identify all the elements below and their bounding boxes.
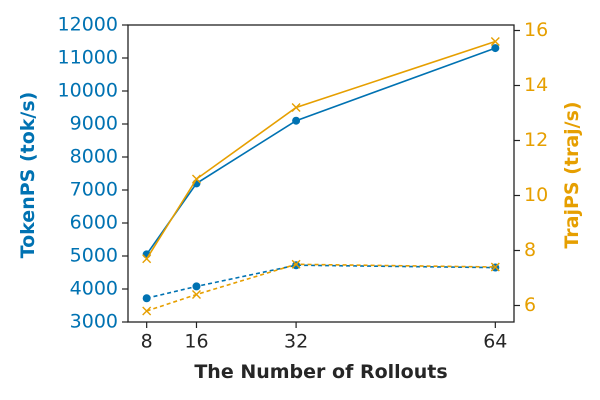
axes-layer: 3000 4000 5000 6000 7000 8000 9000 10000 11000 12… — [58, 14, 549, 353]
x-marker-icon — [291, 103, 301, 112]
y-right-tick-label: 14 — [524, 74, 548, 96]
x-tick-label: 16 — [184, 331, 208, 353]
x-tick-label: 64 — [483, 331, 507, 353]
y-left-tick-label: 4000 — [70, 278, 118, 300]
series-right-dashed-point — [490, 262, 500, 272]
plot-frame — [127, 24, 515, 323]
y-left-tick-label: 10000 — [58, 80, 118, 102]
series-left-solid-point — [491, 44, 500, 53]
y-left-tick-label: 11000 — [58, 47, 118, 69]
series-left-solid-point — [292, 116, 301, 125]
series-right-dashed-point — [191, 290, 201, 299]
series-right-dashed-point — [142, 306, 152, 316]
y-left-tick-label: 5000 — [70, 245, 118, 267]
y-right-tick-label: 10 — [524, 184, 548, 206]
x-axis-label: The Number of Rollouts — [194, 361, 447, 383]
x-marker-icon — [490, 262, 500, 272]
x-marker-icon — [142, 306, 152, 316]
y-axis-right-label: TrajPS (traj/s) — [561, 101, 583, 248]
y-axis-left-label: TokenPS (tok/s) — [17, 92, 39, 259]
x-marker-icon — [291, 259, 301, 269]
y-right-tick-label: 6 — [524, 294, 536, 316]
y-left-tick-label: 7000 — [70, 179, 118, 201]
x-tick-label: 8 — [141, 331, 153, 353]
x-tick-label: 32 — [284, 331, 308, 353]
x-marker-icon — [191, 174, 201, 184]
series-left-solid-line — [146, 47, 496, 255]
series-right-solid-line — [146, 40, 496, 260]
y-left-tick-label: 12000 — [58, 14, 118, 36]
y-left-tick-label: 3000 — [70, 311, 118, 333]
series-left-dashed-point — [192, 282, 201, 291]
x-marker-icon — [490, 37, 500, 46]
series-right-dashed-point — [291, 259, 301, 269]
series-right-solid-point — [291, 103, 301, 112]
x-marker-icon — [191, 290, 201, 299]
y-right-tick-label: 12 — [524, 129, 548, 151]
series-layer — [142, 37, 500, 316]
x-marker-icon — [142, 254, 152, 264]
series-left-dashed-point — [292, 261, 301, 270]
series-left-dashed-point — [142, 294, 151, 303]
y-left-tick-label: 6000 — [70, 212, 118, 234]
series-right-solid-point — [142, 254, 152, 264]
y-left-tick-label: 8000 — [70, 146, 118, 168]
series-right-solid-point — [490, 37, 500, 46]
y-right-tick-label: 16 — [524, 19, 548, 41]
series-right-solid-point — [191, 174, 201, 184]
y-right-tick-label: 8 — [524, 239, 536, 261]
series-left-dashed-line — [146, 264, 496, 299]
y-left-tick-label: 9000 — [70, 113, 118, 135]
